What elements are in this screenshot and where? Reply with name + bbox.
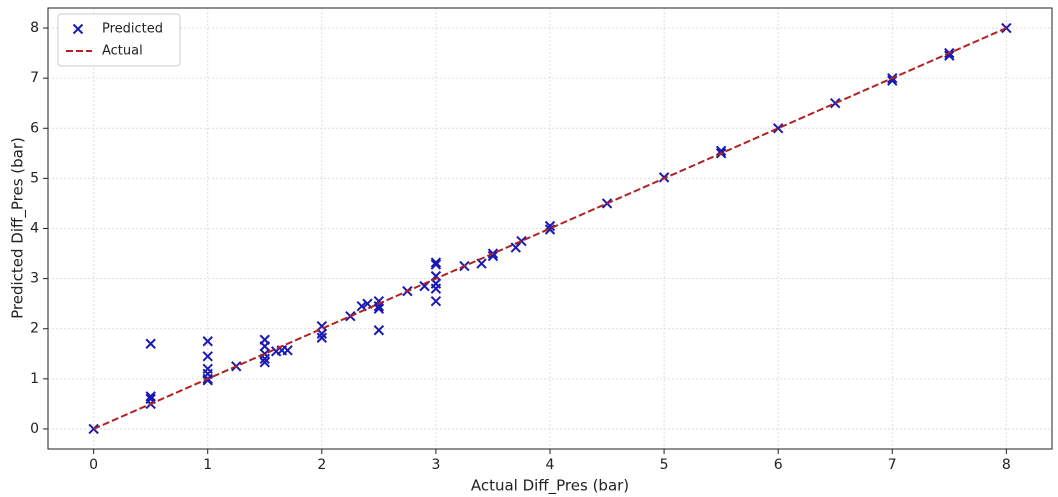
x-tick-label: 1 [203,457,212,473]
point [487,250,499,262]
x-tick-label: 3 [431,457,440,473]
point [430,283,442,294]
legend-label: Actual [102,44,143,59]
point [772,123,784,134]
y-tick-label: 0 [30,421,39,437]
point [145,338,156,349]
x-tick-label: 6 [774,457,783,473]
legend-marker [72,23,84,35]
x-tick-label: 2 [317,457,326,473]
y-tick-label: 1 [30,371,39,387]
plot-frame [47,7,1053,450]
point [145,391,156,402]
point [88,423,99,435]
x-axis-label: Actual Diff_Pres (bar) [471,477,629,496]
legend-box [57,13,181,67]
point [202,336,213,347]
y-tick-label: 2 [30,321,39,337]
x-tick-label: 8 [1002,457,1011,473]
x-tick-label: 4 [546,457,555,473]
point [516,235,527,247]
y-tick-label: 8 [30,20,39,36]
legend-label: Predicted [102,22,163,37]
point [259,357,270,368]
point [430,295,442,307]
point [430,257,442,268]
y-tick-label: 7 [30,70,39,86]
line [93,27,1007,430]
point [944,50,955,61]
point [373,303,385,314]
point [316,332,328,343]
point [373,325,385,336]
x-tick-label: 7 [888,457,897,473]
point [202,351,213,362]
legend: Predicted Actual [57,13,181,67]
point [830,98,841,109]
point [259,341,270,352]
y-tick-label: 5 [30,170,39,186]
x-tick-label: 5 [660,457,669,473]
y-tick-label: 3 [30,271,39,287]
x-tick-label: 0 [89,457,98,473]
point [202,375,213,386]
y-tick-label: 6 [30,120,39,136]
point [282,345,293,356]
point [430,259,442,270]
y-tick-label: 4 [30,221,39,237]
y-axis-label: Predicted Diff_Pres (bar) [9,137,28,319]
